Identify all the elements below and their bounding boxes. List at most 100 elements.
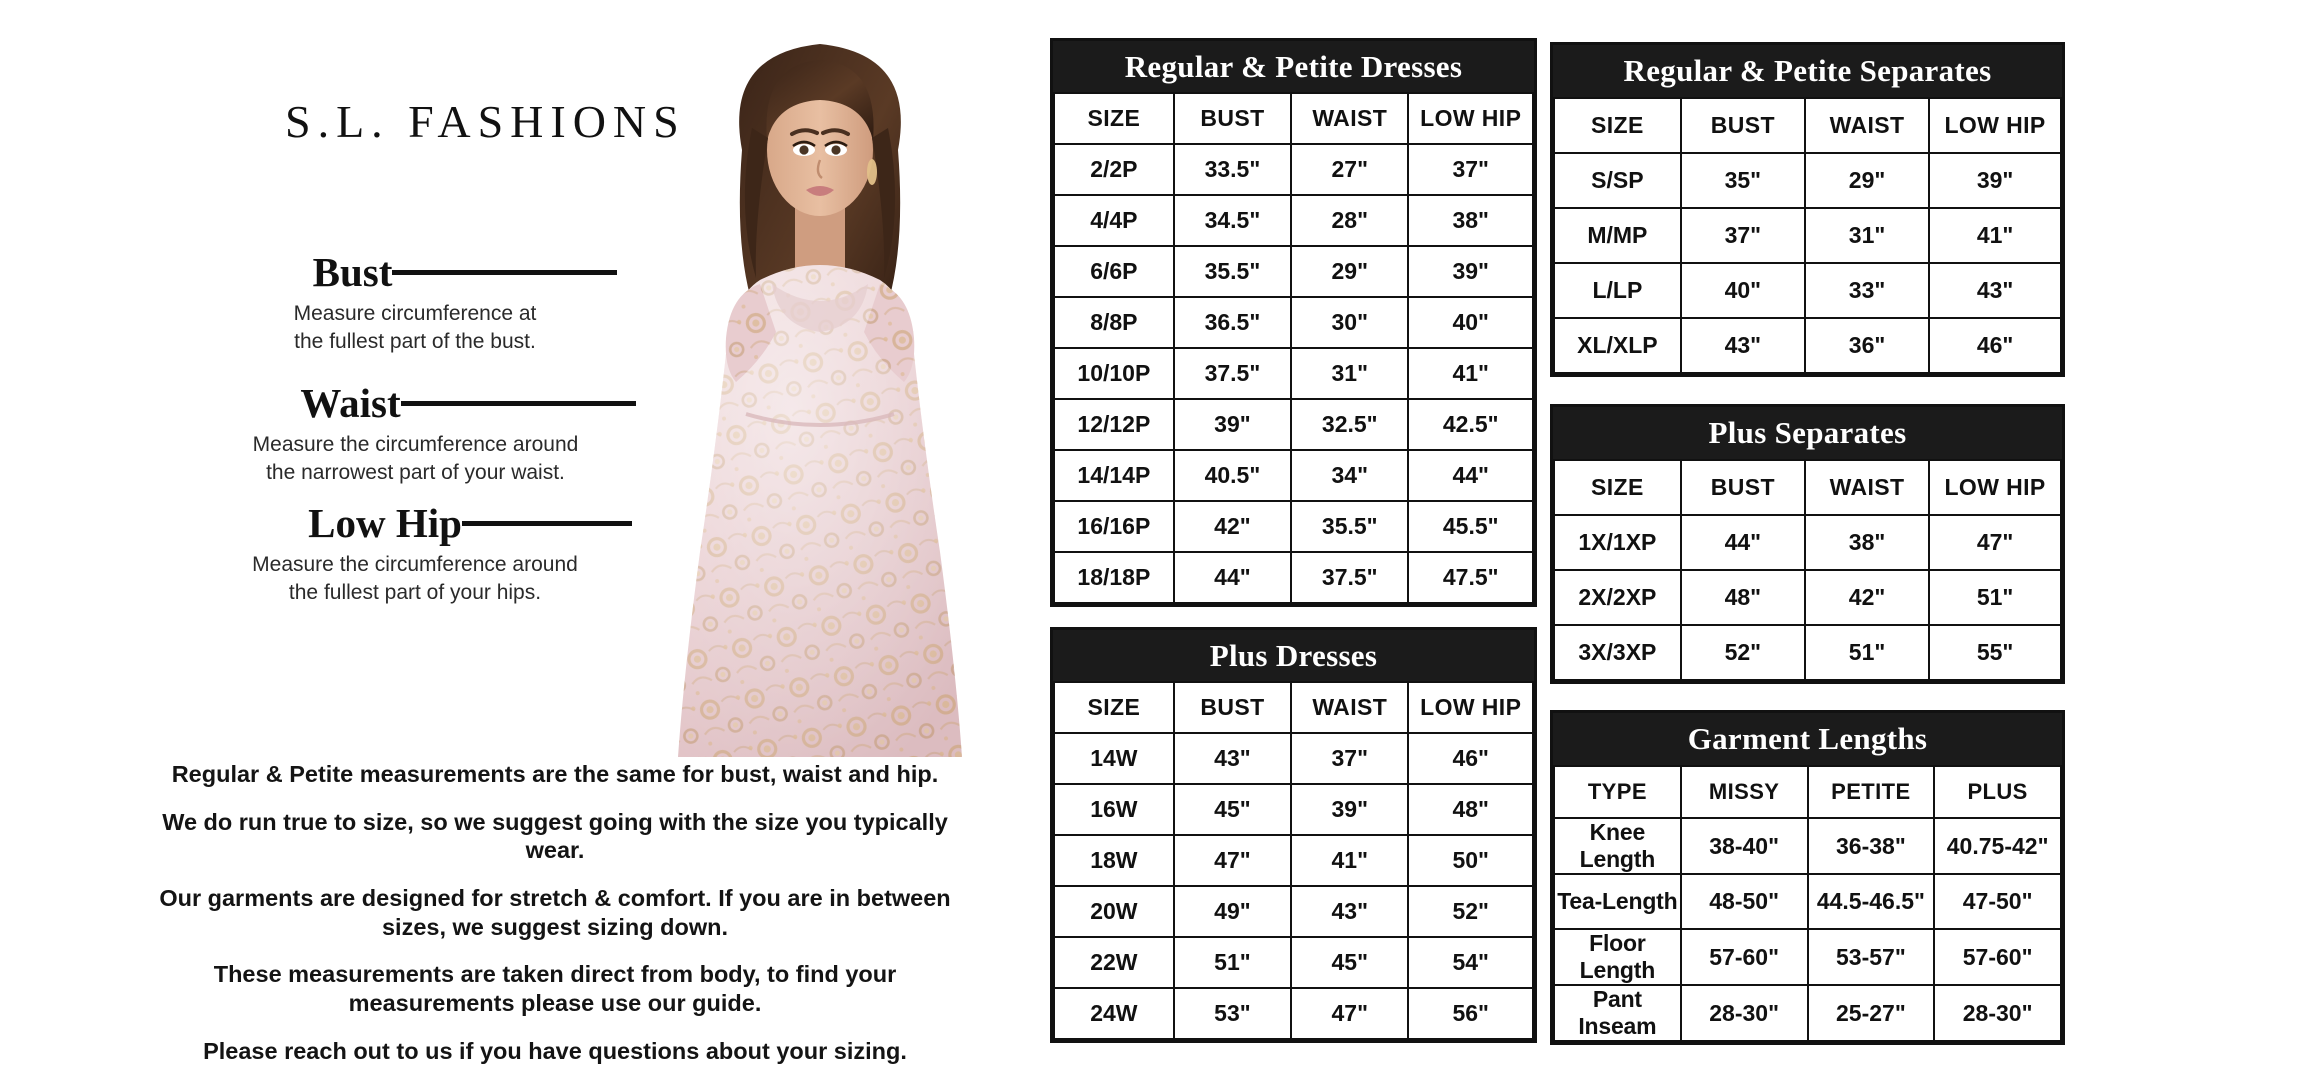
cell-size: 20W (1053, 885, 1175, 938)
table-row: 8/8P 36.5" 30" 40" (1053, 296, 1534, 349)
column-header-low-hip: LOW HIP (1928, 459, 2062, 516)
cell-type: Tea-Length (1553, 873, 1682, 930)
cell-missy: 57-60" (1679, 928, 1809, 986)
sizing-note: We do run true to size, so we suggest go… (162, 808, 948, 864)
cell-size: 24W (1053, 987, 1175, 1040)
cell-waist: 31" (1803, 207, 1931, 264)
cell-bust: 37" (1679, 207, 1806, 264)
table-row: 1X/1XP 44" 38" 47" (1553, 514, 2062, 571)
table-title: Plus Dresses (1053, 630, 1534, 681)
cell-bust: 40.5" (1172, 449, 1293, 502)
cell-waist: 37.5" (1290, 551, 1410, 604)
column-header-size: SIZE (1053, 92, 1175, 145)
cell-waist: 42" (1803, 569, 1931, 626)
sizing-note: Our garments are designed for stretch & … (159, 884, 951, 940)
cell-waist: 43" (1290, 885, 1410, 938)
cell-low-hip: 41" (1407, 347, 1534, 400)
cell-bust: 43" (1172, 732, 1293, 785)
cell-waist: 29" (1803, 152, 1931, 209)
cell-size: S/SP (1553, 152, 1682, 209)
cell-petite: 53-57" (1806, 928, 1936, 986)
table-row: 4/4P 34.5" 28" 38" (1053, 194, 1534, 247)
table-header-row: SIZE BUST WAIST LOW HIP (1553, 459, 2062, 516)
table-row: M/MP 37" 31" 41" (1553, 207, 2062, 264)
callout-bust: Bust Measure circumference at the fulles… (255, 249, 618, 355)
table-row: 2X/2XP 48" 42" 51" (1553, 569, 2062, 626)
cell-waist: 39" (1290, 783, 1410, 836)
cell-waist: 28" (1290, 194, 1410, 247)
brand-logo: S.L. FASHIONS (285, 96, 686, 147)
column-header-bust: BUST (1679, 97, 1806, 154)
cell-low-hip: 48" (1407, 783, 1534, 836)
model-illustration (678, 44, 962, 757)
callout-low-hip: Low Hip Measure the circumference around… (235, 503, 632, 606)
cell-petite: 25-27" (1806, 984, 1936, 1042)
column-header-size: SIZE (1553, 97, 1682, 154)
cell-waist: 41" (1290, 834, 1410, 887)
cell-size: 18W (1053, 834, 1175, 887)
measurement-guide-panel: S.L. FASHIONS (0, 0, 1040, 1080)
table-header-row: TYPE MISSY PETITE PLUS (1553, 765, 2062, 819)
cell-waist: 33" (1803, 262, 1931, 319)
table-row: 22W 51" 45" 54" (1053, 936, 1534, 989)
cell-low-hip: 46" (1407, 732, 1534, 785)
callout-bust-title: Bust (312, 249, 393, 295)
cell-bust: 36.5" (1172, 296, 1293, 349)
callout-low-hip-leader-line (461, 521, 632, 526)
table-garment-lengths: Garment Lengths TYPE MISSY PETITE PLUS K… (1550, 710, 2065, 1045)
cell-plus: 57-60" (1933, 928, 2062, 986)
sizing-note: Regular & Petite measurements are the sa… (171, 761, 939, 787)
table-row: 24W 53" 47" 56" (1053, 987, 1534, 1040)
table-row: XL/XLP 43" 36" 46" (1553, 317, 2062, 374)
table-plus-separates: Plus Separates SIZE BUST WAIST LOW HIP 1… (1550, 404, 2065, 684)
size-table: SIZE BUST WAIST LOW HIP 2/2P 33.5" 27" 37" … (1053, 92, 1534, 604)
cell-size: M/MP (1553, 207, 1682, 264)
cell-low-hip: 39" (1928, 152, 2062, 209)
table-regular-petite-separates: Regular & Petite Separates SIZE BUST WAI… (1550, 42, 2065, 377)
cell-waist: 36" (1803, 317, 1931, 374)
table-row: Floor Length 57-60" 53-57" 57-60" (1553, 928, 2062, 986)
cell-size: 14/14P (1053, 449, 1175, 502)
table-row: 16W 45" 39" 48" (1053, 783, 1534, 836)
cell-size: 16/16P (1053, 500, 1175, 553)
cell-low-hip: 47.5" (1407, 551, 1534, 604)
cell-waist: 37" (1290, 732, 1410, 785)
cell-missy: 28-30" (1679, 984, 1809, 1042)
cell-waist: 27" (1290, 143, 1410, 196)
cell-missy: 38-40" (1679, 817, 1809, 875)
cell-bust: 44" (1172, 551, 1293, 604)
cell-waist: 47" (1290, 987, 1410, 1040)
callout-bust-leader-line (392, 270, 618, 275)
column-header-low-hip: LOW HIP (1928, 97, 2062, 154)
column-header-type: TYPE (1553, 765, 1682, 819)
column-header-waist: WAIST (1803, 97, 1931, 154)
cell-plus: 47-50" (1933, 873, 2062, 930)
cell-plus: 40.75-42" (1933, 817, 2062, 875)
cell-size: 12/12P (1053, 398, 1175, 451)
callout-waist-leader-line (400, 401, 636, 406)
cell-bust: 44" (1679, 514, 1806, 571)
callout-waist-description: Measure the circumference around the nar… (252, 433, 579, 484)
cell-size: 6/6P (1053, 245, 1175, 298)
cell-bust: 33.5" (1172, 143, 1293, 196)
cell-low-hip: 47" (1928, 514, 2062, 571)
cell-type: Pant Inseam (1553, 984, 1682, 1042)
table-header-row: SIZE BUST WAIST LOW HIP (1553, 97, 2062, 154)
table-regular-petite-dresses: Regular & Petite Dresses SIZE BUST WAIST… (1050, 38, 1537, 607)
cell-size: 2X/2XP (1553, 569, 1682, 626)
table-row: 16/16P 42" 35.5" 45.5" (1053, 500, 1534, 553)
cell-waist: 51" (1803, 624, 1931, 681)
cell-petite: 36-38" (1806, 817, 1936, 875)
table-row: 14W 43" 37" 46" (1053, 732, 1534, 785)
cell-low-hip: 46" (1928, 317, 2062, 374)
cell-low-hip: 42.5" (1407, 398, 1534, 451)
cell-bust: 45" (1172, 783, 1293, 836)
cell-type: Knee Length (1553, 817, 1682, 875)
cell-bust: 43" (1679, 317, 1806, 374)
cell-low-hip: 50" (1407, 834, 1534, 887)
cell-size: 3X/3XP (1553, 624, 1682, 681)
column-header-size: SIZE (1553, 459, 1682, 516)
column-header-low-hip: LOW HIP (1407, 92, 1534, 145)
column-header-waist: WAIST (1290, 92, 1410, 145)
